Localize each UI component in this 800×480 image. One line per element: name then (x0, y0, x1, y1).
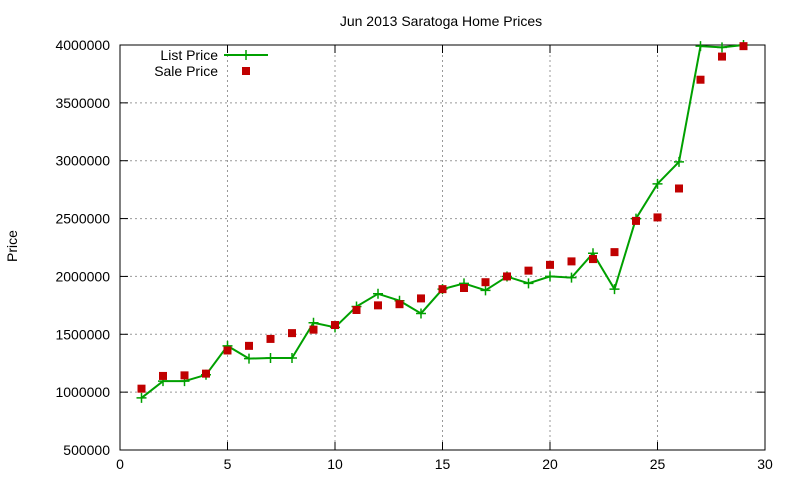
sale-price-point (374, 301, 382, 310)
sale-price-series (137, 42, 748, 393)
sale-price-point (245, 341, 253, 350)
list-price-point (545, 271, 555, 282)
y-tick-label: 500000 (63, 442, 110, 458)
sale-price-point (524, 266, 533, 275)
legend-label-list-price: List Price (160, 47, 218, 63)
list-price-point (674, 156, 684, 167)
sale-price-point (288, 329, 296, 338)
sale-price-point (739, 42, 748, 51)
x-tick-label: 25 (650, 456, 666, 472)
list-price-point (523, 278, 534, 289)
y-tick-label: 1500000 (55, 326, 110, 342)
y-tick-label: 4000000 (55, 37, 110, 53)
sale-price-point (417, 294, 425, 303)
sale-price-point (481, 278, 490, 287)
legend-marker-sale-price (242, 67, 250, 75)
sale-price-point (632, 216, 640, 225)
sale-price-point (696, 75, 705, 84)
sale-price-point (159, 371, 167, 380)
x-tick-label: 10 (327, 456, 343, 472)
y-axis-label: Price (4, 230, 20, 262)
sale-price-point (675, 184, 683, 193)
grid (120, 45, 765, 450)
list-price-point (287, 353, 297, 364)
y-axis: 500000 1000000 1500000 2000000 2500000 300000… (55, 37, 765, 458)
sale-price-point (460, 284, 468, 292)
list-price-point (265, 353, 276, 364)
sale-price-point (718, 52, 726, 61)
list-price-point (695, 41, 706, 52)
y-tick-label: 3500000 (55, 95, 110, 111)
y-tick-label: 2000000 (55, 268, 110, 284)
sale-price-point (309, 325, 318, 334)
sale-price-point (438, 285, 447, 294)
sale-price-point (503, 272, 511, 281)
sale-price-point (180, 371, 189, 380)
list-price-point (480, 285, 491, 296)
y-tick-label: 1000000 (55, 384, 110, 400)
x-axis: 0 5 10 15 20 25 30 (116, 45, 773, 472)
sale-price-point (331, 321, 339, 330)
sale-price-point (546, 260, 554, 269)
sale-price-point (223, 346, 232, 355)
sale-price-point (567, 257, 576, 266)
list-price-point (609, 284, 620, 295)
list-price-point (373, 288, 383, 299)
list-price-point (416, 308, 426, 319)
sale-price-point (610, 248, 619, 257)
list-price-point (566, 272, 577, 283)
y-tick-label: 3000000 (55, 153, 110, 169)
list-price-point (136, 392, 147, 403)
x-tick-label: 0 (116, 456, 124, 472)
sale-price-point (589, 255, 597, 264)
legend-marker-list-price (241, 50, 251, 60)
list-price-point (652, 178, 663, 189)
x-tick-label: 30 (757, 456, 773, 472)
series-layer (136, 40, 749, 403)
sale-price-point (266, 334, 275, 343)
list-price-point (717, 42, 727, 53)
x-tick-label: 20 (542, 456, 558, 472)
chart-title: Jun 2013 Saratoga Home Prices (340, 13, 542, 29)
sale-price-point (395, 300, 404, 309)
y-tick-label: 2500000 (55, 211, 110, 227)
legend-label-sale-price: Sale Price (154, 63, 218, 79)
x-tick-label: 15 (435, 456, 451, 472)
sale-price-point (653, 213, 662, 222)
list-price-point (244, 353, 254, 364)
x-tick-label: 5 (224, 456, 232, 472)
sale-price-point (202, 369, 210, 378)
sale-price-point (137, 384, 146, 393)
sale-price-point (352, 305, 361, 314)
